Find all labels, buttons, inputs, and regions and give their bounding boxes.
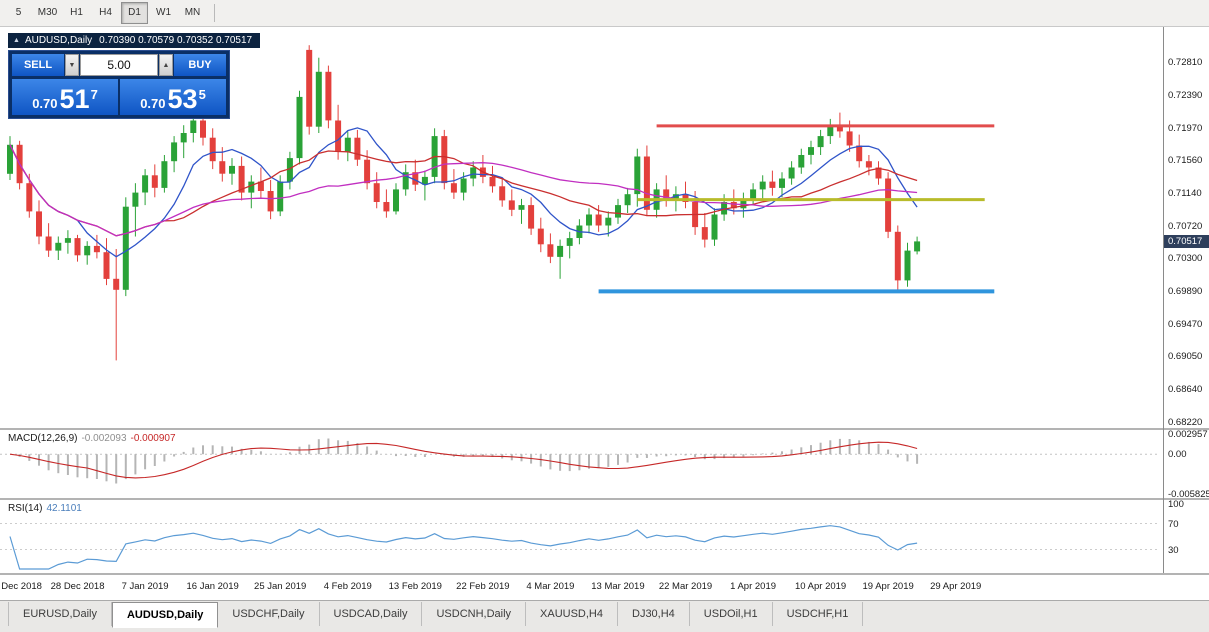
timeframe-button-w1[interactable]: W1 xyxy=(156,7,171,18)
price-scale-label: 0.68640 xyxy=(1168,383,1203,395)
ask-big-digits: 53 xyxy=(167,84,198,114)
timeframe-button-h4[interactable]: H4 xyxy=(99,7,112,18)
tab-usdoil-h1[interactable]: USDOil,H1 xyxy=(690,602,773,626)
date-tick-label: 10 Apr 2019 xyxy=(794,581,847,592)
chart-title-strip: ▲ AUDUSD,Daily 0.70390 0.70579 0.70352 0… xyxy=(8,33,261,48)
macd-scale-label: -0.005825 xyxy=(1168,489,1209,500)
timeframe-button-m30[interactable]: M30 xyxy=(37,7,58,18)
price-scale-label: 0.69050 xyxy=(1168,351,1203,363)
rsi-scale-label: 30 xyxy=(1168,544,1179,556)
chart-symbol-label: AUDUSD,Daily xyxy=(24,35,93,46)
tab-usdchf-daily[interactable]: USDCHF,Daily xyxy=(218,602,320,626)
timeframe-button-h1[interactable]: H1 xyxy=(70,7,83,18)
date-tick-label: 25 Jan 2019 xyxy=(254,581,307,592)
volume-input[interactable] xyxy=(80,54,158,76)
current-price-tag: 0.70517 xyxy=(1164,234,1209,248)
bid-price-button[interactable]: 0.70 51 7 xyxy=(12,79,118,115)
volume-increase-icon[interactable]: ▲ xyxy=(159,54,173,76)
date-tick-label: 13 Mar 2019 xyxy=(591,581,645,592)
bid-pipette: 7 xyxy=(90,87,98,102)
macd-scale-label: 0.00 xyxy=(1168,449,1187,461)
toolbar-separator xyxy=(214,4,215,22)
ask-pipette: 5 xyxy=(198,87,206,102)
panel-separator xyxy=(0,573,1209,575)
date-tick-label: 22 Feb 2019 xyxy=(456,581,510,592)
chart-tab-bar: EURUSD,Daily AUDUSD,Daily USDCHF,Daily USDC… xyxy=(0,600,1209,632)
chart-ohlc-values: 0.70390 0.70579 0.70352 0.70517 xyxy=(99,35,253,46)
price-scale-label: 0.71970 xyxy=(1168,122,1203,134)
date-tick-label: 16 Jan 2019 xyxy=(186,581,239,592)
sell-button[interactable]: SELL xyxy=(12,54,64,76)
collapse-triangle-icon[interactable]: ▲ xyxy=(13,37,20,44)
date-tick-label: 13 Feb 2019 xyxy=(388,581,442,592)
ask-prefix: 0.70 xyxy=(140,96,166,111)
main-price-chart[interactable] xyxy=(0,27,1160,428)
rsi-scale-label: 100 xyxy=(1168,499,1184,510)
price-scale-label: 0.72390 xyxy=(1168,89,1203,101)
panel-separator[interactable] xyxy=(0,498,1209,500)
ask-price-button[interactable]: 0.70 53 5 xyxy=(120,79,226,115)
rsi-scale-label: 70 xyxy=(1168,518,1179,530)
price-scale-label: 0.70300 xyxy=(1168,253,1203,265)
tab-audusd-daily[interactable]: AUDUSD,Daily xyxy=(111,602,219,628)
price-scale-label: 0.69470 xyxy=(1168,318,1203,330)
date-tick-label: 4 Mar 2019 xyxy=(526,581,575,592)
panel-separator[interactable] xyxy=(0,428,1209,430)
timeframe-toolbar: 5 M30 H1 H4 D1 W1 MN xyxy=(0,0,1209,27)
price-scale-label: 0.68220 xyxy=(1168,416,1203,428)
rsi-indicator-panel[interactable] xyxy=(0,500,1160,573)
date-tick-label: 22 Mar 2019 xyxy=(658,581,713,592)
price-scale-label: 0.71140 xyxy=(1168,187,1202,199)
bid-prefix: 0.70 xyxy=(32,96,58,111)
time-axis[interactable]: 19 Dec 2018 28 Dec 2018 7 Jan 2019 16 Jan 2… xyxy=(0,575,1160,600)
date-tick-label: 19 Dec 2018 xyxy=(0,581,42,592)
date-tick-label: 1 Apr 2019 xyxy=(730,581,777,592)
right-price-scale[interactable]: 0.72810 0.72390 0.71970 0.71560 0.71140 0.707… xyxy=(1163,27,1209,573)
price-scale-label: 0.70720 xyxy=(1168,220,1203,232)
tab-usdcnh-daily[interactable]: USDCNH,Daily xyxy=(422,602,527,626)
tab-dj30-h4[interactable]: DJ30,H4 xyxy=(618,602,690,626)
one-click-trade-panel: SELL ▼ ▲ BUY 0.70 51 7 0.70 53 5 xyxy=(8,50,230,119)
date-tick-label: 29 Apr 2019 xyxy=(930,581,982,592)
date-tick-label: 19 Apr 2019 xyxy=(862,581,914,592)
timeframe-button-d1[interactable]: D1 xyxy=(121,2,148,24)
rsi-label: RSI(14) 42.1101 xyxy=(8,503,82,514)
tab-xauusd-h4[interactable]: XAUUSD,H4 xyxy=(526,602,618,626)
buy-button[interactable]: BUY xyxy=(174,54,226,76)
tab-eurusd-daily[interactable]: EURUSD,Daily xyxy=(8,602,112,626)
volume-decrease-icon[interactable]: ▼ xyxy=(65,54,79,76)
price-scale-label: 0.71560 xyxy=(1168,154,1203,166)
date-tick-label: 28 Dec 2018 xyxy=(50,581,105,592)
price-scale-label: 0.69890 xyxy=(1168,285,1203,297)
macd-indicator-panel[interactable] xyxy=(0,430,1160,498)
tab-usdchf-h1[interactable]: USDCHF,H1 xyxy=(773,602,864,626)
price-scale-label: 0.72810 xyxy=(1168,56,1203,68)
bid-big-digits: 51 xyxy=(59,84,90,114)
date-tick-label: 4 Feb 2019 xyxy=(323,581,372,592)
tab-usdcad-daily[interactable]: USDCAD,Daily xyxy=(320,602,423,626)
timeframe-button-5[interactable]: 5 xyxy=(15,7,22,18)
chart-window[interactable]: ▲ AUDUSD,Daily 0.70390 0.70579 0.70352 0… xyxy=(0,27,1209,600)
date-tick-label: 7 Jan 2019 xyxy=(121,581,169,592)
timeframe-button-mn[interactable]: MN xyxy=(184,7,201,18)
macd-scale-label: 0.002957 xyxy=(1168,429,1208,440)
macd-label: MACD(12,26,9) -0.002093 -0.000907 xyxy=(8,433,176,444)
